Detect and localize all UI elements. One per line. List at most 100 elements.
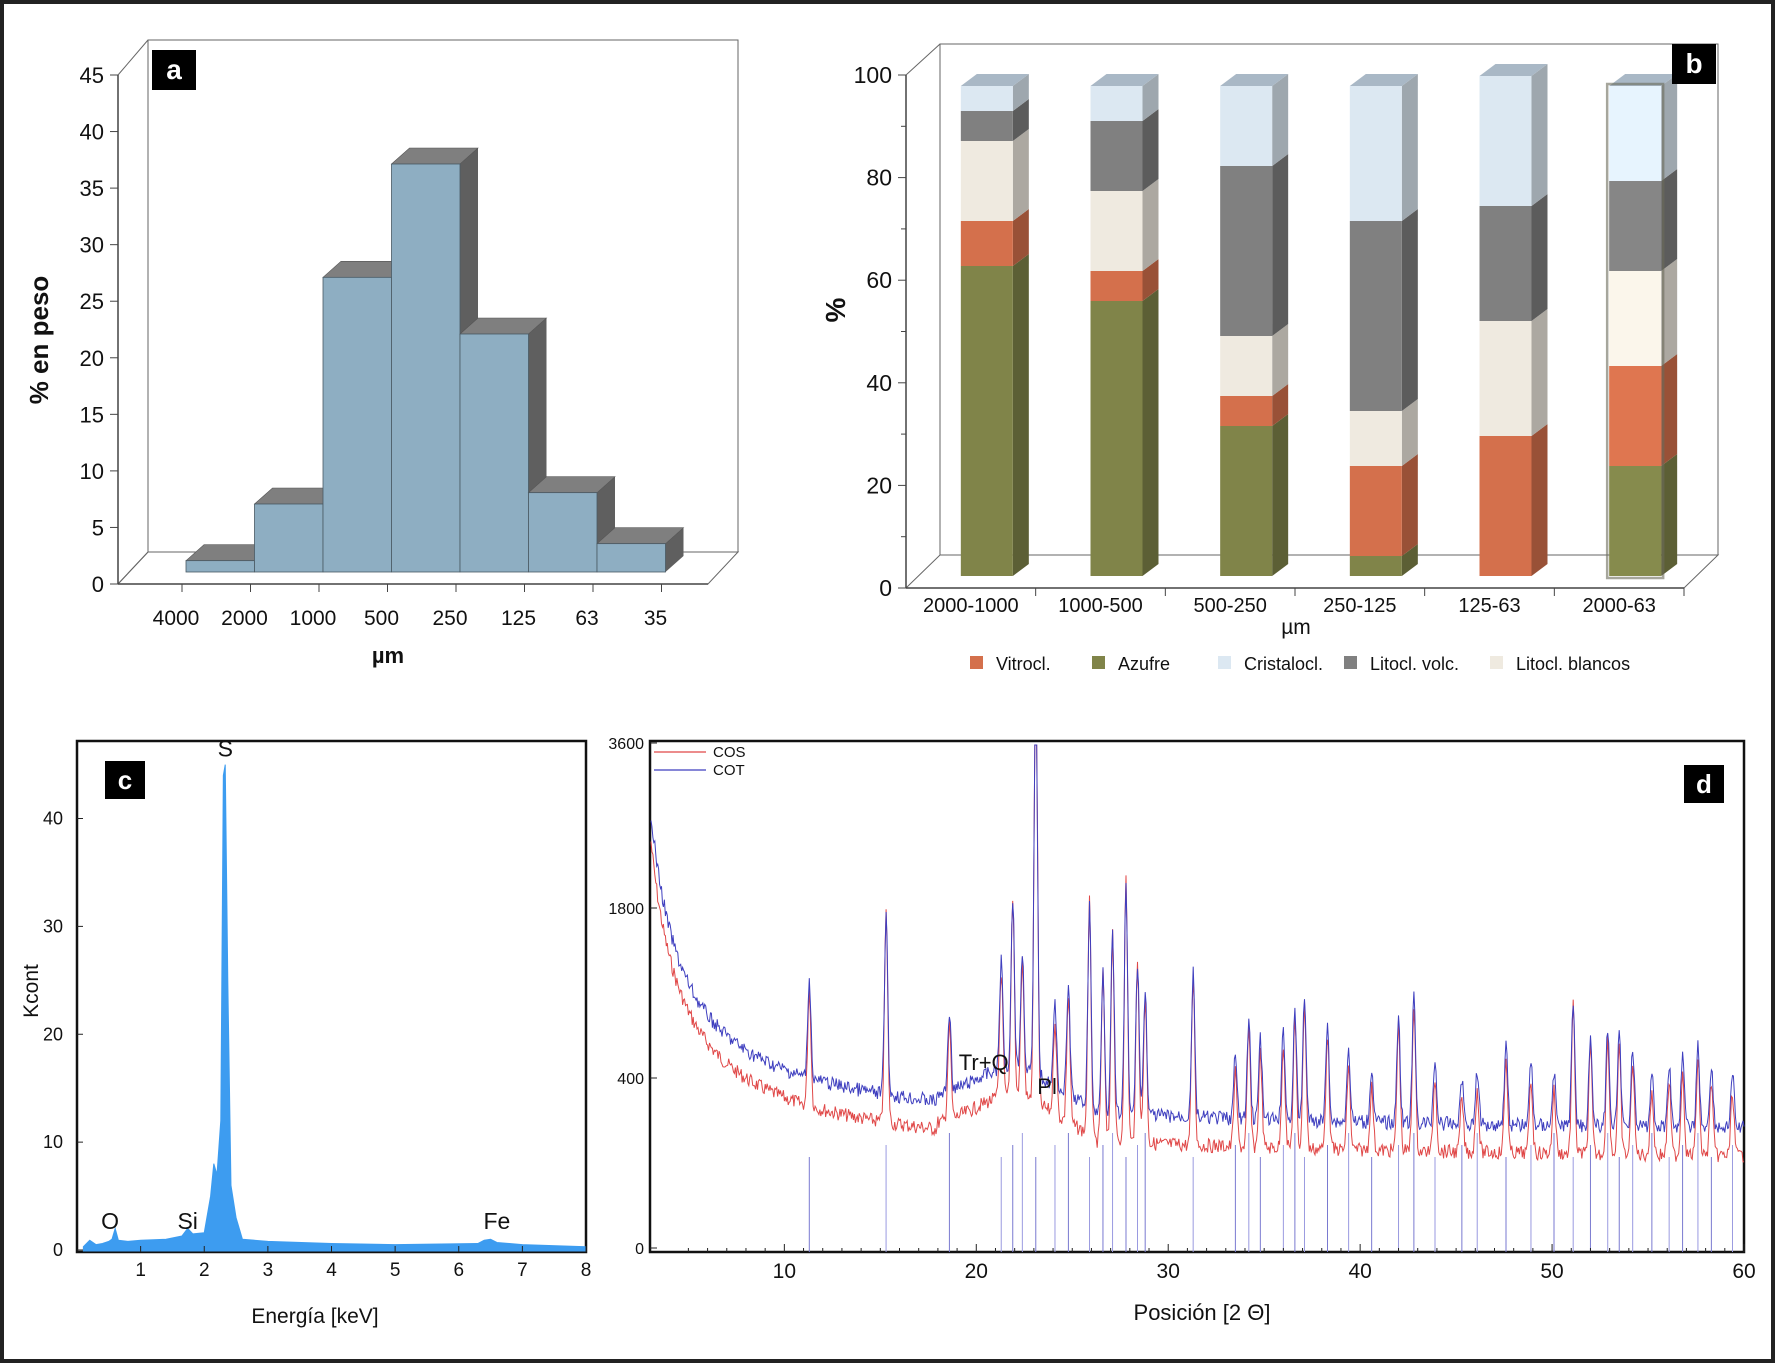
x-tick-label: 35 [644, 607, 667, 630]
y-tick-label: 0 [92, 572, 104, 597]
y-tick-label: 60 [866, 267, 892, 293]
panel-d-x-ticks: 10 20 30 40 50 60 [687, 1244, 1756, 1283]
stacked-bar-segment [1609, 466, 1662, 576]
legend-label: Azufre [1118, 654, 1170, 674]
x-tick-label: 3 [263, 1260, 274, 1281]
x-tick-label: 30 [1157, 1260, 1180, 1283]
x-tick-label: 4000 [153, 607, 200, 630]
y-tick-label: 20 [866, 472, 892, 498]
stacked-bar-side [1012, 129, 1029, 221]
stacked-bar-side [1531, 64, 1548, 206]
x-tick-label: 60 [1732, 1260, 1755, 1283]
stacked-bar-side [1531, 194, 1548, 321]
stacked-bar-top [1349, 74, 1418, 86]
stacked-bar-segment [1609, 86, 1662, 181]
panel-b-ylabel: % [820, 297, 851, 322]
legend-label: Cristalocl. [1244, 654, 1323, 674]
stacked-bar-side [1661, 259, 1678, 366]
panel-c-frame [75, 739, 588, 1254]
panel-c-peak-labels: O Si S Fe [101, 735, 510, 1233]
panel-c-spectrum [82, 764, 587, 1252]
stacked-bar-segment [1609, 366, 1662, 466]
panel-b-x-ticks: 2000-1000 1000-500 500-250 250-125 125-63 200… [923, 588, 1685, 617]
legend-swatch [970, 656, 983, 669]
stacked-bar-side [1012, 209, 1029, 266]
panel-b-letter: b [1685, 48, 1702, 79]
stacked-bar-segment [1349, 86, 1402, 221]
histogram-bar [596, 543, 666, 573]
panel-d-letter: d [1696, 769, 1712, 799]
x-tick-label: 125-63 [1458, 595, 1520, 617]
y-tick-label: 0 [879, 575, 892, 601]
stacked-bar-side [1012, 99, 1029, 141]
stacked-bar-segment [1479, 76, 1532, 206]
x-tick-label: 250-125 [1323, 595, 1396, 617]
stacked-bar-side [1401, 399, 1418, 466]
stacked-bar-segment [1220, 396, 1273, 426]
stacked-bar-side [1661, 74, 1678, 181]
x-tick-label: 5 [390, 1260, 401, 1281]
peak-label: O [101, 1208, 119, 1234]
histogram-bar [185, 560, 255, 573]
y-tick-label: 0 [53, 1240, 63, 1260]
panel-a-y-ticks: 0 5 10 15 20 25 30 35 40 45 [80, 63, 118, 597]
stacked-bar-segment [1609, 271, 1662, 366]
stacked-bar-side [1272, 154, 1289, 336]
cos-series-line [650, 744, 1745, 1163]
x-tick-label: 2 [199, 1260, 210, 1281]
stacked-bar-side [1401, 74, 1418, 221]
panel-b-legend: Vitrocl. Azufre Cristalocl. Litocl. volc. Li… [970, 654, 1630, 674]
x-tick-label: 2000 [221, 607, 268, 630]
stacked-bar-side [1531, 309, 1548, 436]
peak-label: Si [177, 1208, 197, 1234]
stacked-bar-side [1661, 169, 1678, 271]
panel-a-badge [152, 50, 196, 90]
y-tick-label: 10 [80, 459, 104, 484]
x-tick-label: 63 [575, 607, 598, 630]
stacked-bar-segment [1220, 166, 1273, 336]
panel-d-y-ticks: 0 400 1800 3600 [608, 736, 657, 1258]
y-tick-label: 40 [866, 370, 892, 396]
legend-swatch [1344, 656, 1357, 669]
y-tick-label: 5 [92, 515, 104, 540]
histogram-bar [254, 503, 324, 573]
legend-swatch [1218, 656, 1231, 669]
stacked-bar-top [1220, 74, 1289, 86]
stacked-bar-segment [1090, 191, 1143, 271]
stacked-bar-segment [1090, 86, 1143, 121]
stacked-bar-segment [960, 266, 1013, 576]
x-tick-label: 4 [326, 1260, 337, 1281]
panel-a-x-ticks: 4000 2000 1000 500 250 125 63 35 [153, 584, 667, 630]
panel-a-wall-edge [117, 39, 149, 76]
y-tick-label: 400 [617, 1071, 644, 1088]
x-tick-label: 2000-1000 [923, 595, 1019, 617]
stacked-bar-side [1401, 454, 1418, 556]
x-tick-label: 1000-500 [1058, 595, 1143, 617]
panel-c-y-ticks: 0 10 20 30 40 [43, 809, 83, 1260]
panel-b-wall-edge [905, 43, 941, 76]
stacked-bar-segment [960, 221, 1013, 266]
x-tick-label: 1000 [290, 607, 337, 630]
legend-swatch [1490, 656, 1503, 669]
legend-label: Litocl. blancos [1516, 654, 1630, 674]
panel-b-xlabel: µm [1281, 616, 1311, 639]
stacked-bar-side [1142, 179, 1159, 271]
histogram-bar [391, 163, 461, 573]
stacked-bar-side [1142, 289, 1159, 576]
stacked-bar-segment [960, 141, 1013, 221]
stacked-bar-side [1012, 74, 1029, 111]
y-tick-label: 25 [80, 289, 104, 314]
stacked-bar-side [1401, 544, 1418, 576]
panel-b-badge [1672, 44, 1716, 84]
x-tick-label: 8 [581, 1260, 592, 1281]
y-tick-label: 3600 [608, 736, 644, 753]
stacked-bar-side [1531, 424, 1548, 576]
x-tick-label: 50 [1540, 1260, 1563, 1283]
stacked-bar-side [1142, 109, 1159, 191]
y-tick-label: 45 [80, 63, 104, 88]
